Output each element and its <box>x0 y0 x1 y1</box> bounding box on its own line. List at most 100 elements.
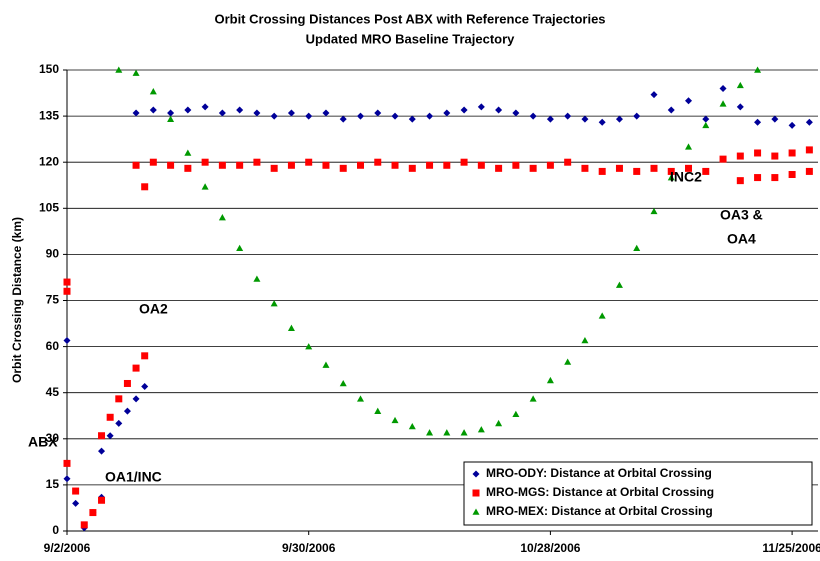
marker <box>253 275 261 282</box>
marker <box>443 161 451 169</box>
marker <box>141 183 149 191</box>
marker <box>443 429 451 436</box>
marker <box>685 143 693 150</box>
marker <box>633 112 641 120</box>
marker <box>754 66 762 73</box>
marker <box>702 167 710 175</box>
marker <box>287 161 295 169</box>
marker <box>702 115 710 123</box>
marker <box>270 112 278 120</box>
marker <box>564 358 572 365</box>
y-tick-label: 75 <box>46 293 60 307</box>
marker <box>374 407 382 414</box>
marker <box>218 214 226 221</box>
marker <box>63 278 71 286</box>
x-tick-label: 11/25/2006 <box>762 541 820 555</box>
marker <box>167 109 175 117</box>
marker <box>529 395 537 402</box>
marker <box>132 364 140 372</box>
marker <box>408 423 416 430</box>
marker <box>80 521 88 529</box>
marker <box>201 103 209 111</box>
marker <box>115 395 123 403</box>
marker <box>356 395 364 402</box>
marker <box>702 121 710 129</box>
marker <box>236 244 244 252</box>
marker <box>201 158 209 166</box>
annotation: INC2 <box>670 169 702 185</box>
marker <box>615 164 623 172</box>
marker <box>529 112 537 120</box>
marker <box>512 410 520 418</box>
chart-subtitle: Updated MRO Baseline Trajectory <box>306 31 516 46</box>
marker <box>546 161 554 169</box>
marker <box>546 376 554 384</box>
marker <box>650 91 658 99</box>
marker <box>512 161 520 169</box>
marker <box>598 312 606 319</box>
marker <box>167 161 175 169</box>
marker <box>615 281 623 288</box>
marker <box>529 164 537 172</box>
data-points <box>63 66 813 532</box>
marker <box>771 174 779 182</box>
marker <box>141 383 149 391</box>
marker <box>218 109 226 117</box>
marker <box>253 158 261 166</box>
marker <box>63 459 71 467</box>
marker <box>633 167 641 175</box>
marker <box>106 432 114 440</box>
y-tick-label: 105 <box>39 200 59 214</box>
marker <box>391 112 399 120</box>
marker <box>581 115 589 123</box>
marker <box>650 164 658 172</box>
marker <box>685 164 693 172</box>
marker <box>685 97 693 105</box>
marker <box>339 115 347 123</box>
marker <box>495 164 503 172</box>
marker <box>374 109 382 117</box>
marker <box>132 161 140 169</box>
marker <box>287 324 295 331</box>
marker <box>460 429 468 436</box>
marker <box>305 112 313 120</box>
marker <box>754 149 762 157</box>
marker <box>63 336 71 344</box>
marker <box>564 158 572 166</box>
marker <box>106 413 114 421</box>
marker <box>149 158 157 166</box>
marker <box>443 109 451 117</box>
marker <box>581 336 589 344</box>
marker <box>736 177 744 185</box>
y-tick-label: 0 <box>52 523 59 537</box>
marker <box>477 161 485 169</box>
y-tick-label: 90 <box>46 247 60 261</box>
marker <box>667 167 675 175</box>
marker <box>719 100 727 107</box>
marker <box>805 167 813 175</box>
legend-label: MRO-MGS: Distance at Orbital Crossing <box>486 485 714 499</box>
marker <box>426 112 434 120</box>
y-tick-label: 135 <box>39 108 59 122</box>
legend-marker <box>472 470 480 478</box>
legend-box <box>463 461 813 526</box>
marker <box>426 161 434 169</box>
marker <box>184 149 192 156</box>
legend-label: MRO-MEX: Distance at Orbital Crossing <box>486 504 713 518</box>
x-tick-label: 9/2/2006 <box>44 541 91 555</box>
marker <box>754 174 762 182</box>
marker <box>408 115 416 123</box>
marker <box>149 88 157 95</box>
marker <box>72 487 80 495</box>
marker <box>270 164 278 172</box>
marker <box>426 429 434 436</box>
marker <box>581 164 589 172</box>
marker <box>391 161 399 169</box>
x-tick-label: 10/28/2006 <box>520 541 580 555</box>
marker <box>356 112 364 120</box>
marker <box>598 167 606 175</box>
marker <box>339 379 347 387</box>
marker <box>63 287 71 295</box>
marker <box>788 121 796 129</box>
